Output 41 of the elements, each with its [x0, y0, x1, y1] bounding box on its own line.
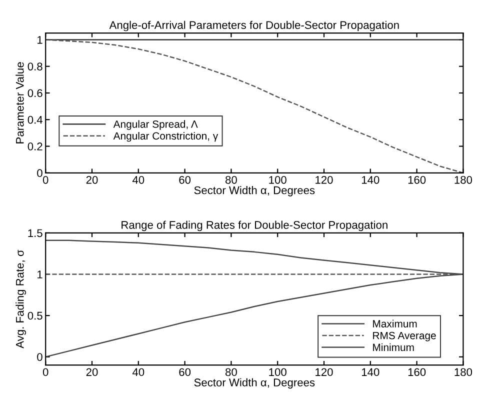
x-axis-title: Sector Width α, Degrees	[194, 378, 315, 389]
y-tick-label: 1	[37, 36, 42, 44]
x-tick-label: 60	[179, 368, 191, 376]
x-tick-label: 20	[86, 176, 98, 184]
chart-title: Angle-of-Arrival Parameters for Double-Sector Propagation	[109, 20, 399, 32]
x-tick-label: 20	[86, 368, 98, 376]
legend-label: Maximum	[373, 320, 417, 328]
legend-label: Angular Constriction, γ	[113, 132, 218, 142]
y-tick-label: 0.5	[28, 312, 42, 320]
y-tick-label: 0.2	[28, 142, 42, 150]
legend-label: Minimum	[373, 343, 414, 352]
x-tick-label: 180	[454, 176, 472, 184]
y-tick-label: 1.5	[28, 229, 42, 238]
y-tick-label: 1	[37, 270, 42, 278]
y-axis-title: Avg. Fading Rate, σ	[16, 250, 26, 348]
legend-label: RMS Average	[373, 332, 436, 342]
y-tick-label: 0.8	[28, 62, 42, 70]
x-tick-label: 40	[132, 176, 144, 184]
x-tick-label: 100	[269, 368, 286, 376]
x-tick-label: 160	[408, 368, 426, 376]
x-tick-label: 100	[269, 176, 286, 184]
y-tick-label: 0	[37, 169, 42, 178]
x-tick-label: 140	[362, 368, 380, 376]
x-tick-label: 0	[42, 368, 48, 376]
x-axis-title: Sector Width α, Degrees	[194, 186, 315, 196]
legend-label: Angular Spread, Λ	[113, 120, 198, 130]
x-tick-label: 80	[226, 368, 237, 376]
y-axis-title: Parameter Value	[16, 62, 24, 144]
x-tick-label: 80	[226, 176, 237, 184]
x-tick-label: 120	[316, 176, 333, 184]
x-tick-label: 160	[408, 176, 426, 184]
x-tick-label: 120	[316, 368, 333, 376]
chart-title: Range of Fading Rates for Double-Sector Propagation	[122, 220, 388, 232]
x-tick-label: 140	[362, 176, 380, 184]
y-tick-label: 0.6	[28, 89, 42, 98]
y-tick-label: 0	[37, 353, 42, 361]
y-tick-label: 0.4	[28, 116, 42, 124]
x-tick-label: 60	[179, 176, 191, 184]
x-tick-label: 40	[132, 368, 144, 376]
x-tick-label: 180	[454, 368, 472, 376]
x-tick-label: 0	[42, 176, 48, 184]
